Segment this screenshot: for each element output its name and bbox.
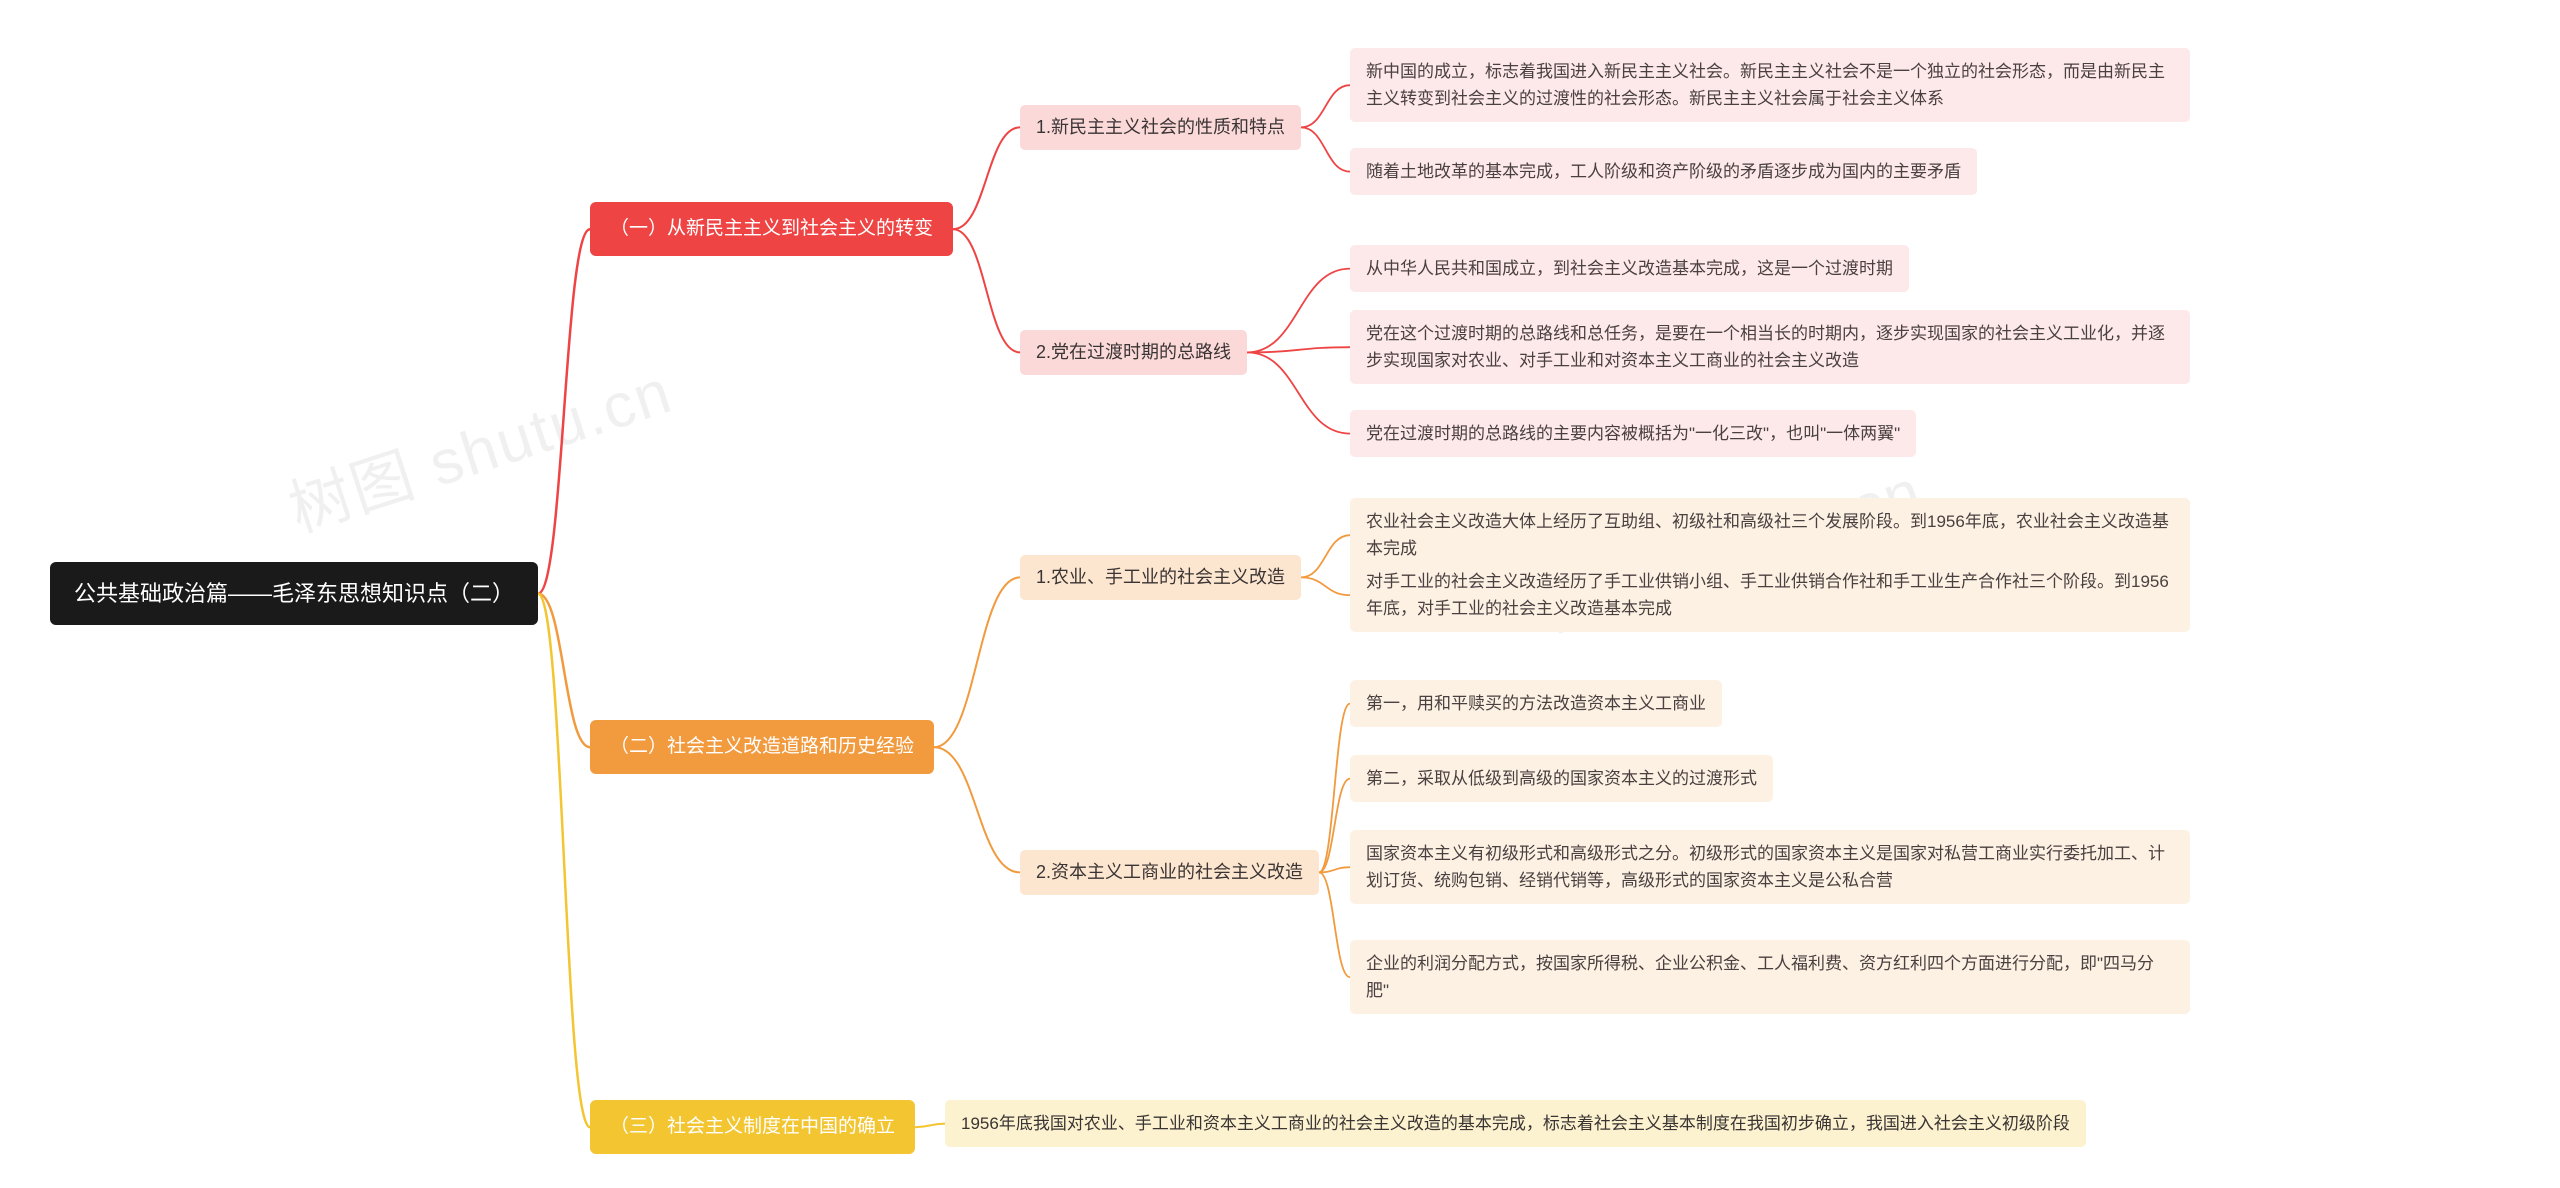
leaf-2-1-2[interactable]: 对手工业的社会主义改造经历了手工业供销小组、手工业供销合作社和手工业生产合作社三… (1350, 558, 2190, 632)
branch-2-sub-1[interactable]: 1.农业、手工业的社会主义改造 (1020, 555, 1301, 600)
root-node[interactable]: 公共基础政治篇——毛泽东思想知识点（二） (50, 562, 538, 625)
branch-1-sub-1[interactable]: 1.新民主主义社会的性质和特点 (1020, 105, 1301, 150)
leaf-2-2-3[interactable]: 国家资本主义有初级形式和高级形式之分。初级形式的国家资本主义是国家对私营工商业实… (1350, 830, 2190, 904)
leaf-2-2-1[interactable]: 第一，用和平赎买的方法改造资本主义工商业 (1350, 680, 1722, 727)
leaf-1-2-1[interactable]: 从中华人民共和国成立，到社会主义改造基本完成，这是一个过渡时期 (1350, 245, 1909, 292)
leaf-1-1-2[interactable]: 随着土地改革的基本完成，工人阶级和资产阶级的矛盾逐步成为国内的主要矛盾 (1350, 148, 1977, 195)
branch-2[interactable]: （二）社会主义改造道路和历史经验 (590, 720, 934, 774)
branch-2-sub-2[interactable]: 2.资本主义工商业的社会主义改造 (1020, 850, 1319, 895)
branch-3[interactable]: （三）社会主义制度在中国的确立 (590, 1100, 915, 1154)
leaf-2-2-4[interactable]: 企业的利润分配方式，按国家所得税、企业公积金、工人福利费、资方红利四个方面进行分… (1350, 940, 2190, 1014)
leaf-3-1[interactable]: 1956年底我国对农业、手工业和资本主义工商业的社会主义改造的基本完成，标志着社… (945, 1100, 2086, 1147)
watermark: 树图 shutu.cn (276, 341, 682, 549)
leaf-1-1-1[interactable]: 新中国的成立，标志着我国进入新民主主义社会。新民主主义社会不是一个独立的社会形态… (1350, 48, 2190, 122)
branch-1[interactable]: （一）从新民主主义到社会主义的转变 (590, 202, 953, 256)
leaf-2-2-2[interactable]: 第二，采取从低级到高级的国家资本主义的过渡形式 (1350, 755, 1773, 802)
leaf-1-2-3[interactable]: 党在过渡时期的总路线的主要内容被概括为"一化三改"，也叫"一体两翼" (1350, 410, 1916, 457)
branch-1-sub-2[interactable]: 2.党在过渡时期的总路线 (1020, 330, 1247, 375)
leaf-1-2-2[interactable]: 党在这个过渡时期的总路线和总任务，是要在一个相当长的时期内，逐步实现国家的社会主… (1350, 310, 2190, 384)
